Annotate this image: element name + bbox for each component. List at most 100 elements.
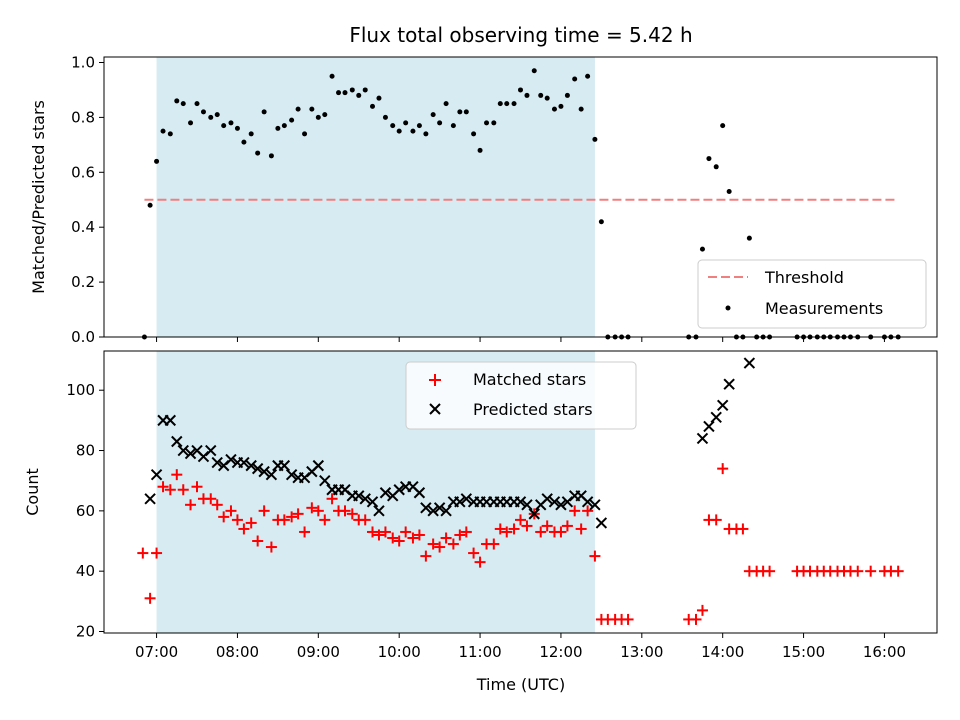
predicted-star-point (205, 444, 217, 457)
measurement-point (497, 101, 503, 107)
matched-stars-points (137, 463, 904, 625)
predicted-star-point (353, 490, 365, 502)
measurement-point (302, 131, 308, 137)
top-legend-box (697, 259, 927, 329)
predicted-star-point (258, 465, 270, 478)
matched-star-point (157, 481, 169, 493)
matched-star-point (488, 538, 500, 550)
measurement-point (524, 92, 530, 98)
predicted-star-point (379, 487, 392, 499)
matched-star-point (764, 565, 776, 577)
predicted-stars-legend-swatch (429, 403, 441, 415)
matched-star-point (454, 529, 466, 541)
predicted-star-point (150, 468, 163, 481)
x-tick-label: 14:00 (701, 643, 744, 661)
threshold-legend-label: Threshold (764, 268, 844, 287)
measurement-point (289, 117, 295, 123)
y-tick-label: 40 (76, 562, 95, 580)
top-legend: Threshold Measurements (697, 259, 927, 329)
measurement-point (390, 123, 396, 129)
predicted-star-point (716, 399, 729, 411)
matched-star-point (359, 514, 371, 526)
measurement-point (484, 120, 490, 126)
predicted-star-point (420, 502, 432, 514)
matched-ratio-panel: 0.0 0.2 0.4 0.6 0.8 1.0 Matched/Predicted sta… (29, 53, 938, 346)
predicted-star-point (696, 432, 709, 445)
bottom-y-axis-ticks: 20 40 60 80 100 (66, 381, 104, 640)
predicted-star-point (211, 456, 223, 469)
predicted-star-point (541, 493, 553, 505)
predicted-star-point (177, 444, 189, 457)
predicted-star-point (528, 508, 540, 520)
matched-star-point (494, 523, 506, 535)
predicted-star-point (312, 459, 325, 472)
measurement-point (416, 123, 422, 129)
predicted-star-point (359, 493, 371, 505)
measurement-point (518, 87, 523, 93)
matched-star-point (326, 493, 338, 505)
predicted-star-point (265, 468, 278, 481)
matched-star-point (413, 529, 425, 541)
matched-star-point (191, 481, 203, 493)
y-tick-label: 0.6 (71, 163, 95, 181)
x-tick-label: 11:00 (458, 643, 501, 661)
matched-star-point (292, 508, 304, 520)
measurement-point (430, 112, 436, 118)
top-x-axis-ticks (156, 337, 885, 342)
predicted-star-point (278, 459, 291, 472)
measurement-point (255, 150, 261, 156)
predicted-star-point (238, 456, 250, 469)
measurement-point (396, 128, 402, 134)
measurement-point (160, 128, 166, 134)
predicted-star-point (171, 435, 183, 448)
predicted-star-point (433, 502, 446, 514)
matched-star-point (346, 508, 358, 520)
measurement-point (511, 101, 517, 107)
matched-star-point (892, 565, 904, 577)
matched-star-point (589, 550, 601, 562)
matched-star-point (521, 520, 533, 532)
matched-star-point (393, 535, 405, 547)
x-axis-label: Time (UTC) (476, 675, 565, 694)
measurement-point (180, 101, 186, 107)
measurement-point (746, 235, 752, 241)
measurements-legend-swatch (725, 305, 731, 311)
matched-star-point (852, 565, 864, 577)
measurement-point (342, 90, 348, 96)
measurement-point (544, 95, 550, 101)
measurement-point (281, 123, 287, 129)
x-tick-label: 13:00 (620, 643, 663, 661)
predicted-star-point (251, 462, 264, 475)
measurement-point (572, 76, 578, 82)
matched-star-point (400, 526, 412, 538)
matched-star-point (164, 484, 176, 496)
matched-star-point (286, 511, 298, 523)
measurement-point (356, 92, 362, 98)
y-tick-label: 1.0 (71, 53, 95, 71)
bottom-legend-box (405, 361, 637, 430)
measurement-point (234, 125, 240, 131)
matched-star-point (582, 505, 594, 517)
matched-star-point (387, 532, 399, 544)
matched-star-point (306, 502, 318, 514)
predicted-star-point (319, 474, 331, 487)
measurements-legend-label: Measurements (765, 299, 883, 318)
measurement-point (706, 156, 712, 162)
top-panel-frame (103, 56, 938, 338)
matched-star-point (407, 532, 419, 544)
measurement-point (585, 73, 591, 79)
measurement-point (154, 158, 160, 164)
y-tick-label: 0.0 (71, 328, 95, 346)
x-tick-label: 12:00 (539, 643, 582, 661)
matched-star-point (420, 550, 432, 562)
y-tick-label: 0.4 (71, 218, 95, 236)
matched-star-point (440, 532, 452, 544)
matched-star-point (535, 526, 547, 538)
matched-star-point (299, 526, 311, 538)
matched-star-point (508, 523, 520, 535)
top-y-axis-ticks: 0.0 0.2 0.4 0.6 0.8 1.0 (71, 53, 104, 346)
measurement-point (463, 109, 469, 115)
matched-star-point (561, 520, 573, 532)
measurement-point (423, 131, 429, 137)
